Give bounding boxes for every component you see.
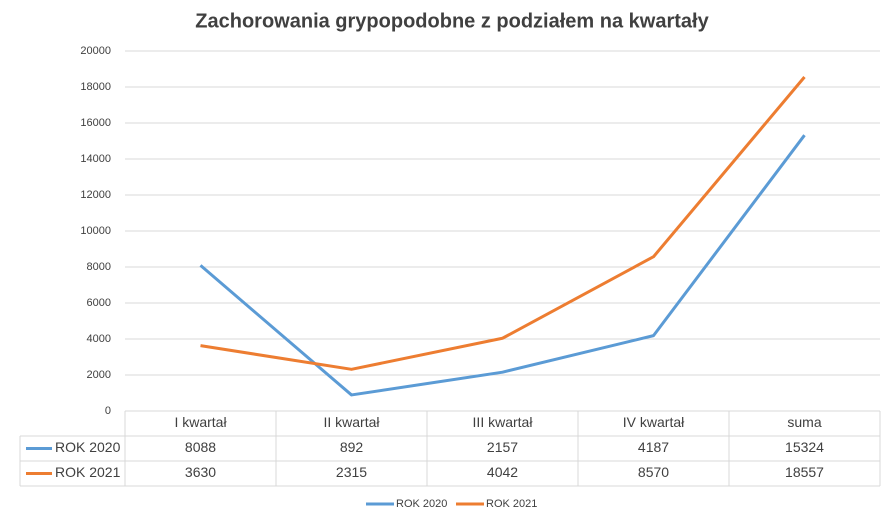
- y-tick-label: 20000: [80, 45, 111, 57]
- table-value: 8570: [638, 464, 669, 480]
- table-value: 4187: [638, 439, 669, 455]
- legend-label: ROK 2020: [396, 498, 447, 510]
- legend-label: ROK 2020: [55, 439, 121, 455]
- table-value: 18557: [785, 464, 824, 480]
- y-tick-label: 18000: [80, 81, 111, 93]
- y-tick-label: 10000: [80, 225, 111, 237]
- series-line: [200, 76, 806, 371]
- chart-title: Zachorowania grypopodobne z podziałem na…: [195, 10, 709, 32]
- x-tick-label: II kwartał: [323, 414, 380, 430]
- legend-label: ROK 2021: [55, 464, 121, 480]
- table-value: 8088: [185, 439, 216, 455]
- table-value: 3630: [185, 464, 216, 480]
- y-tick-label: 12000: [80, 189, 111, 201]
- table-value: 15324: [785, 439, 824, 455]
- legend-label: ROK 2021: [486, 498, 537, 510]
- table-value: 892: [340, 439, 364, 455]
- x-tick-label: IV kwartał: [623, 414, 685, 430]
- table-value: 2157: [487, 439, 518, 455]
- y-tick-label: 6000: [87, 297, 111, 309]
- x-tick-label: suma: [787, 414, 821, 430]
- y-tick-label: 16000: [80, 117, 111, 129]
- y-tick-label: 14000: [80, 153, 111, 165]
- y-tick-label: 0: [105, 405, 111, 417]
- y-tick-label: 2000: [87, 369, 111, 381]
- x-tick-label: I kwartał: [174, 414, 227, 430]
- table-value: 2315: [336, 464, 367, 480]
- table-value: 4042: [487, 464, 518, 480]
- y-tick-label: 4000: [87, 333, 111, 345]
- y-tick-label: 8000: [87, 261, 111, 273]
- series-line: [199, 134, 806, 397]
- x-tick-label: III kwartał: [473, 414, 534, 430]
